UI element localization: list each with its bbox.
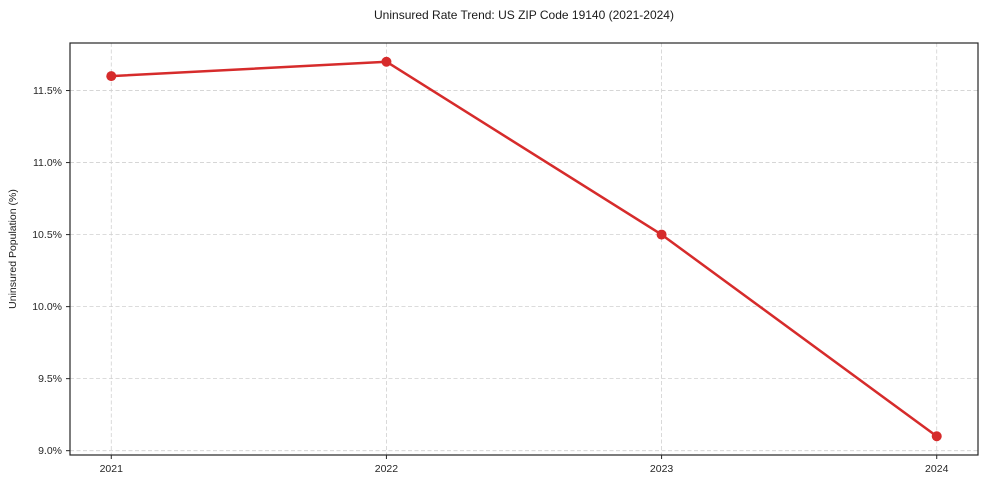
data-point-marker — [931, 431, 942, 442]
y-tick-label: 10.5% — [32, 229, 62, 241]
data-point-marker — [106, 71, 117, 82]
y-tick-label: 10.0% — [32, 301, 62, 313]
plot-border — [69, 42, 979, 456]
y-tick-label: 9.0% — [38, 445, 62, 457]
x-tick-label: 2023 — [650, 463, 674, 475]
x-tick-label: 2021 — [100, 463, 124, 475]
y-tick-label: 9.5% — [38, 373, 62, 385]
chart-title: Uninsured Rate Trend: US ZIP Code 19140 … — [374, 8, 674, 22]
y-tick-label: 11.5% — [33, 85, 62, 97]
y-tick-label: 11.0% — [33, 157, 62, 169]
data-point-marker — [381, 56, 392, 67]
data-point-marker — [656, 229, 667, 240]
data-line — [110, 60, 938, 438]
x-tick-label: 2024 — [925, 463, 949, 475]
x-tick-label: 2022 — [375, 463, 399, 475]
